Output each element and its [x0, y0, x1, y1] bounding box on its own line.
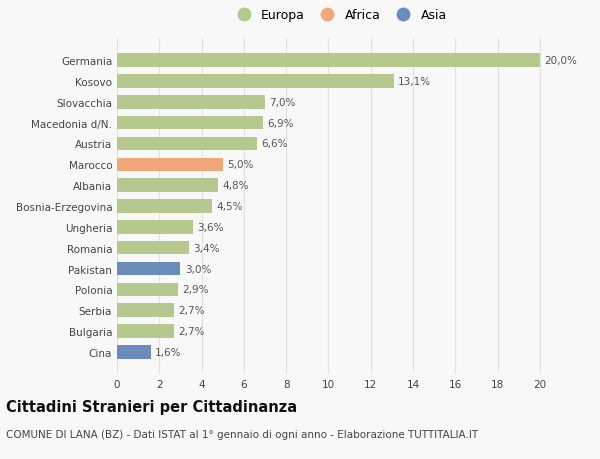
Bar: [117, 137, 257, 151]
Text: 5,0%: 5,0%: [227, 160, 253, 170]
Bar: [117, 283, 178, 297]
Text: 1,6%: 1,6%: [155, 347, 182, 357]
Text: Cittadini Stranieri per Cittadinanza: Cittadini Stranieri per Cittadinanza: [6, 399, 297, 414]
Text: 3,6%: 3,6%: [197, 222, 224, 232]
Text: 13,1%: 13,1%: [398, 77, 431, 87]
Bar: [117, 241, 189, 255]
Bar: [117, 179, 218, 192]
Text: 3,4%: 3,4%: [193, 243, 220, 253]
Bar: [117, 200, 212, 213]
Bar: [117, 117, 263, 130]
Text: 7,0%: 7,0%: [269, 98, 296, 107]
Legend: Europa, Africa, Asia: Europa, Africa, Asia: [227, 6, 451, 26]
Bar: [117, 96, 265, 109]
Text: 2,9%: 2,9%: [182, 285, 209, 295]
Bar: [117, 345, 151, 359]
Text: 3,0%: 3,0%: [185, 264, 211, 274]
Text: 6,9%: 6,9%: [267, 118, 293, 129]
Text: 2,7%: 2,7%: [178, 306, 205, 315]
Text: 4,5%: 4,5%: [217, 202, 243, 212]
Bar: [117, 75, 394, 89]
Text: 20,0%: 20,0%: [544, 56, 577, 66]
Bar: [117, 158, 223, 172]
Bar: [117, 221, 193, 234]
Text: 6,6%: 6,6%: [261, 139, 287, 149]
Bar: [117, 325, 174, 338]
Bar: [117, 54, 540, 68]
Bar: [117, 304, 174, 317]
Text: 4,8%: 4,8%: [223, 181, 249, 191]
Bar: [117, 262, 181, 276]
Text: 2,7%: 2,7%: [178, 326, 205, 336]
Text: COMUNE DI LANA (BZ) - Dati ISTAT al 1° gennaio di ogni anno - Elaborazione TUTTI: COMUNE DI LANA (BZ) - Dati ISTAT al 1° g…: [6, 429, 478, 439]
